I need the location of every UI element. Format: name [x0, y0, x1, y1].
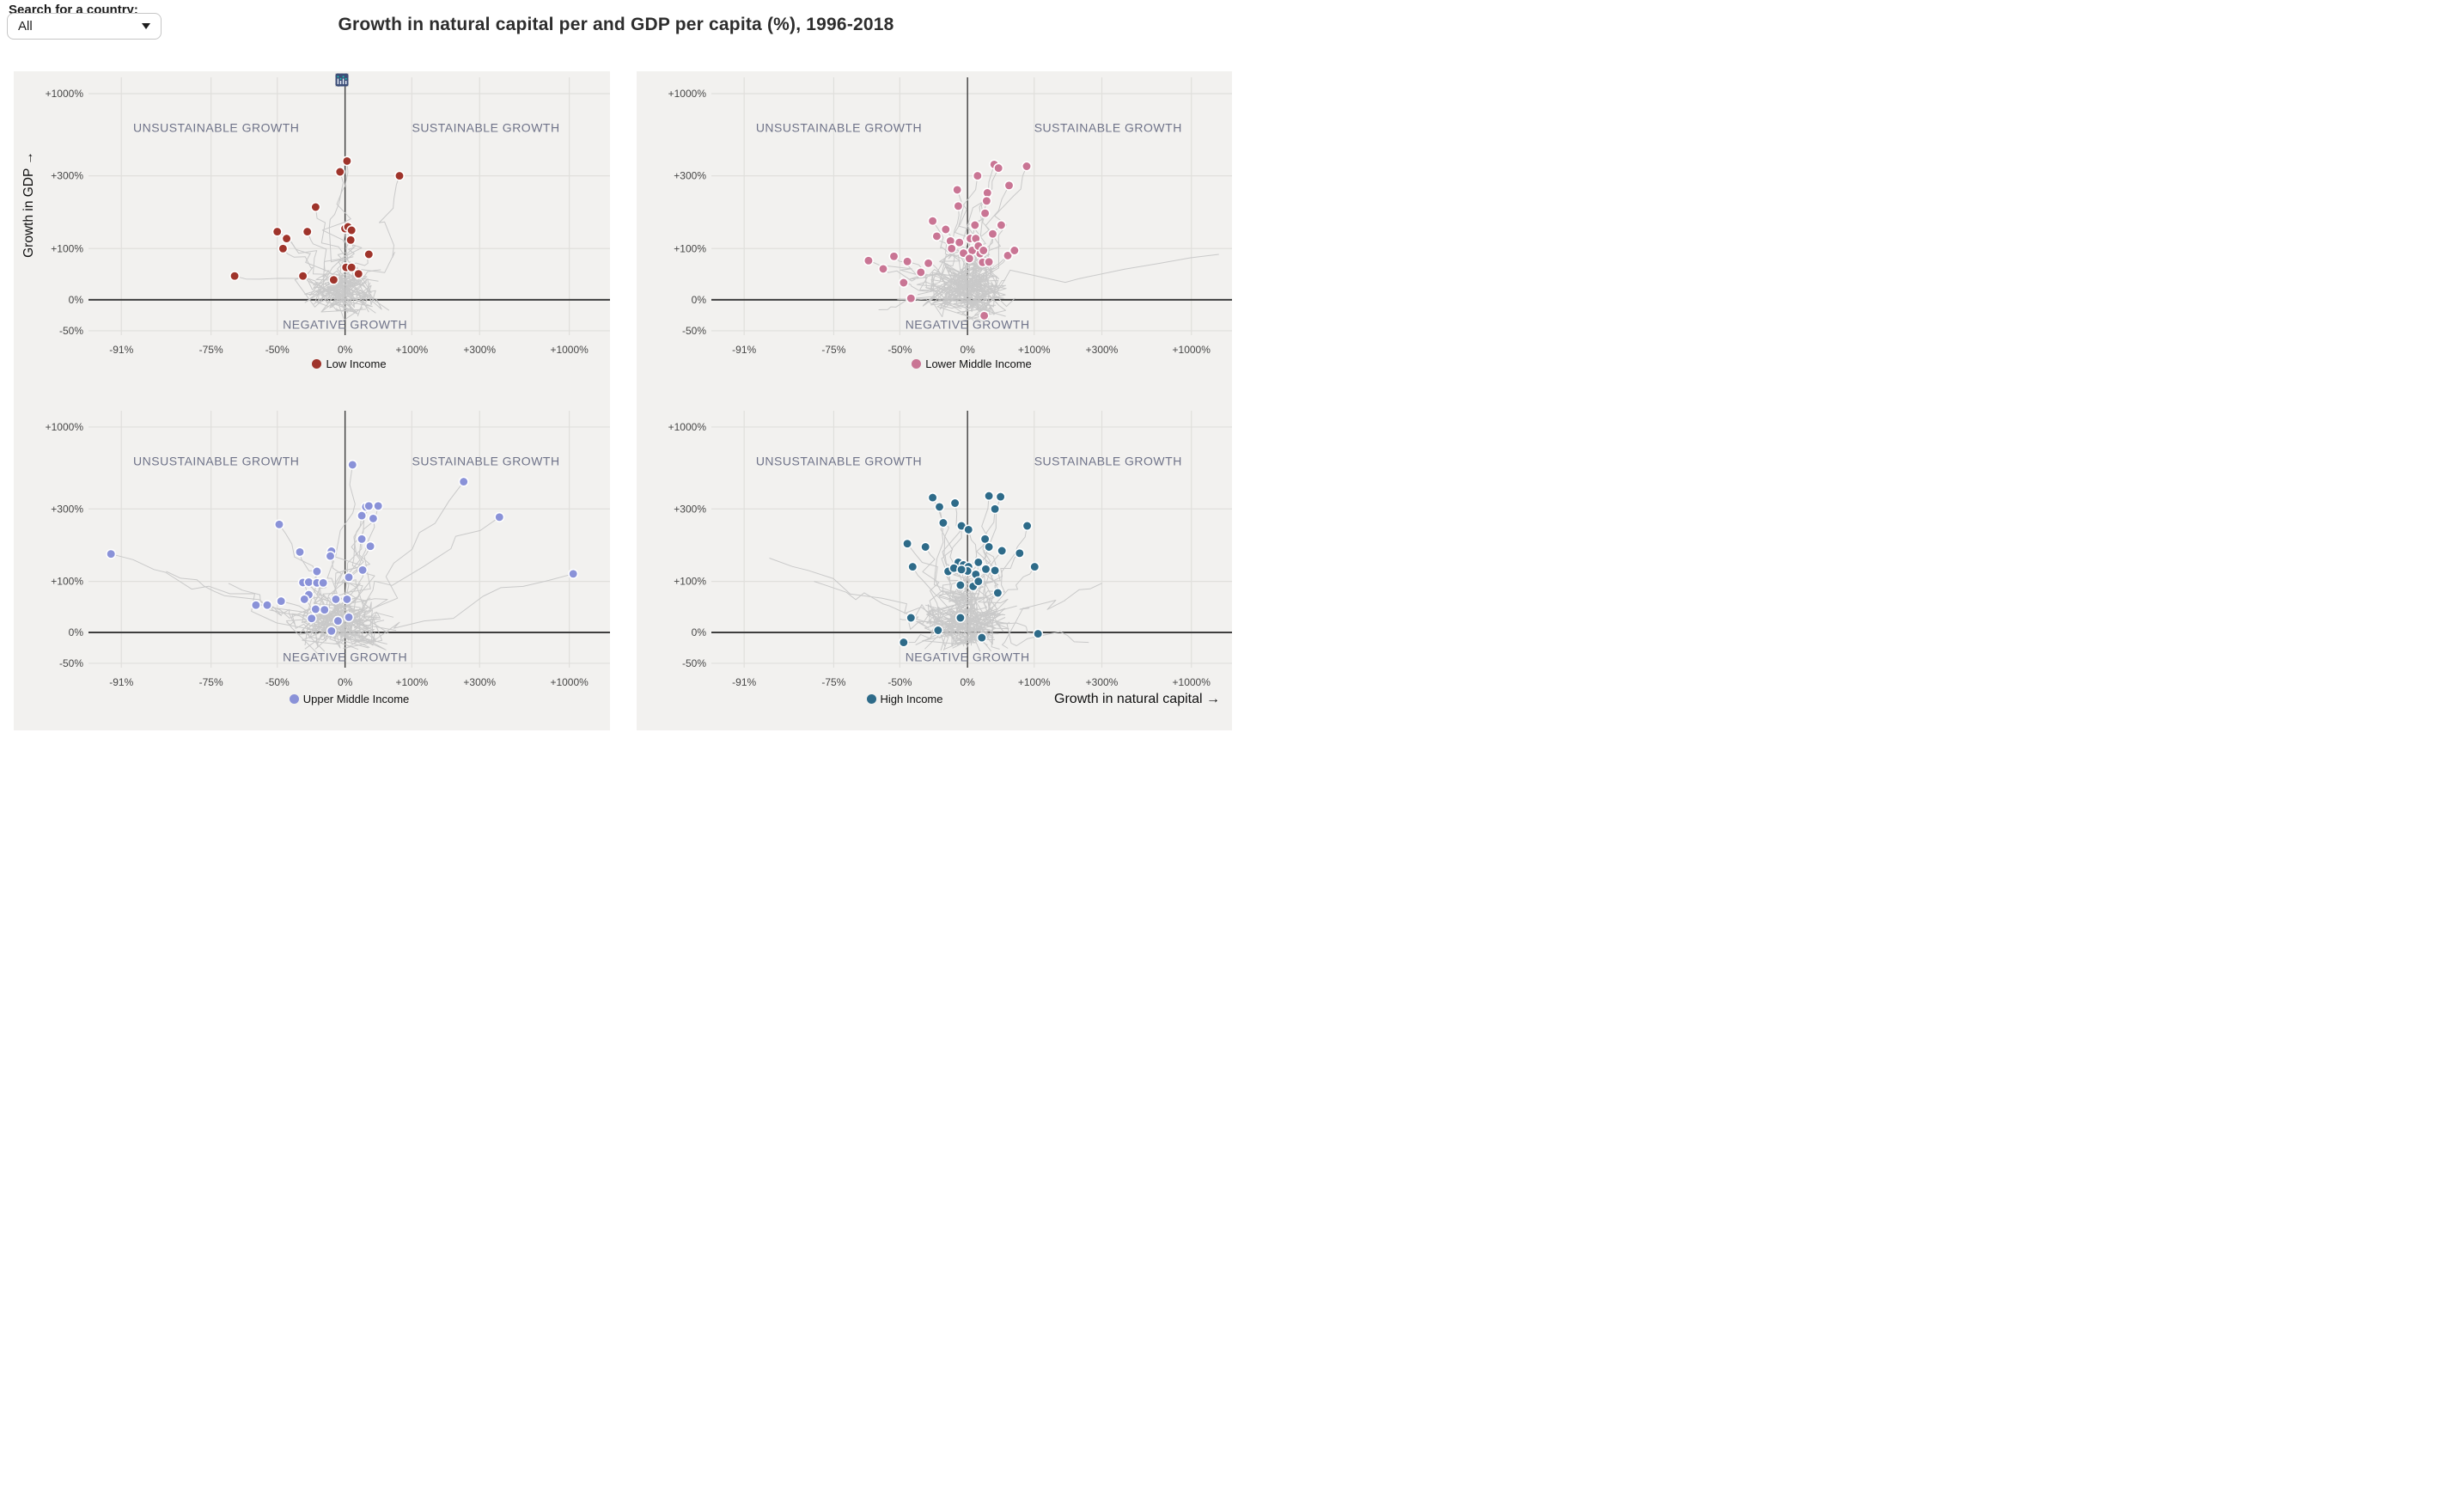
panel-right: UNSUSTAINABLE GROWTH SUSTAINABLE GROWTH NE…	[637, 71, 1232, 730]
svg-text:0%: 0%	[960, 344, 975, 356]
svg-text:+100%: +100%	[1018, 344, 1051, 356]
svg-text:+300%: +300%	[463, 676, 496, 688]
svg-text:-75%: -75%	[821, 344, 845, 356]
home-icon[interactable]	[336, 73, 526, 90]
svg-text:+300%: +300%	[674, 170, 706, 182]
quadrant-label-unsustainable: UNSUSTAINABLE GROWTH	[756, 121, 922, 135]
pan-icon[interactable]	[335, 73, 408, 90]
page-title: Growth in natural capital per and GDP pe…	[338, 15, 894, 34]
svg-text:-91%: -91%	[732, 344, 756, 356]
quadrant-label-unsustainable: UNSUSTAINABLE GROWTH	[133, 454, 299, 467]
chevron-down-icon	[142, 23, 150, 29]
zoom-in-icon[interactable]	[336, 73, 472, 90]
quadrant-label-negative: NEGATIVE GROWTH	[283, 318, 407, 332]
plotly-logo-icon[interactable]	[335, 73, 599, 90]
svg-text:0%: 0%	[692, 626, 707, 638]
country-dropdown[interactable]: All	[7, 13, 162, 40]
scatter-points	[863, 159, 1032, 321]
svg-text:-50%: -50%	[59, 325, 83, 337]
autoscale-icon[interactable]	[335, 73, 508, 90]
svg-text:-50%: -50%	[265, 676, 290, 688]
legend-low-income[interactable]: Low Income	[88, 357, 610, 370]
svg-text:+300%: +300%	[51, 170, 83, 182]
svg-text:0%: 0%	[338, 344, 353, 356]
svg-text:-91%: -91%	[109, 344, 133, 356]
modebar	[335, 73, 599, 90]
svg-text:+1000%: +1000%	[668, 88, 707, 100]
svg-text:-75%: -75%	[821, 676, 845, 688]
svg-text:0%: 0%	[692, 294, 707, 306]
lasso-icon[interactable]	[336, 73, 444, 90]
quadrant-label-negative: NEGATIVE GROWTH	[906, 318, 1030, 332]
page: Search for a country: All Growth in natu…	[0, 0, 1232, 745]
x-axis-title: Growth in natural capital →	[1054, 692, 1220, 706]
scatter-points	[229, 156, 405, 285]
svg-text:+100%: +100%	[395, 344, 428, 356]
toggle-hover-double-icon[interactable]	[337, 73, 571, 90]
legend-high-income[interactable]: High Income	[711, 693, 1098, 705]
svg-text:+1000%: +1000%	[550, 676, 589, 688]
legend-dot-icon	[289, 694, 299, 704]
legend-dot-icon	[312, 359, 322, 369]
svg-text:-50%: -50%	[682, 325, 706, 337]
quadrant-label-sustainable: SUSTAINABLE GROWTH	[412, 121, 559, 135]
svg-text:+1000%: +1000%	[1173, 676, 1211, 688]
svg-text:-91%: -91%	[732, 676, 756, 688]
svg-text:+100%: +100%	[674, 576, 706, 588]
svg-text:+100%: +100%	[395, 676, 428, 688]
svg-text:+100%: +100%	[51, 242, 83, 254]
quadrant-label-sustainable: SUSTAINABLE GROWTH	[1034, 121, 1182, 135]
svg-text:+300%: +300%	[463, 344, 496, 356]
svg-text:+300%: +300%	[674, 503, 706, 515]
panel-left: UNSUSTAINABLE GROWTH SUSTAINABLE GROWTH NE…	[14, 71, 610, 730]
svg-text:-75%: -75%	[199, 676, 223, 688]
svg-text:+1000%: +1000%	[46, 421, 84, 433]
svg-text:-50%: -50%	[887, 676, 912, 688]
quadrant-label-negative: NEGATIVE GROWTH	[283, 650, 407, 664]
svg-text:0%: 0%	[69, 626, 84, 638]
zoom-icon[interactable]	[336, 73, 390, 90]
plot-canvas-left[interactable]: UNSUSTAINABLE GROWTH SUSTAINABLE GROWTH NE…	[14, 71, 610, 730]
svg-text:+1000%: +1000%	[668, 421, 707, 433]
svg-text:+1000%: +1000%	[1173, 344, 1211, 356]
legend-dot-icon	[912, 359, 922, 369]
y-axis-title: Growth in GDP →	[21, 151, 36, 258]
quadrant-label-negative: NEGATIVE GROWTH	[906, 650, 1030, 664]
svg-text:0%: 0%	[960, 676, 975, 688]
country-dropdown-value: All	[18, 19, 33, 34]
scatter-points	[106, 459, 579, 637]
svg-text:+100%: +100%	[1018, 676, 1051, 688]
svg-text:+300%: +300%	[51, 503, 83, 515]
svg-text:0%: 0%	[338, 676, 353, 688]
quadrant-label-sustainable: SUSTAINABLE GROWTH	[1034, 454, 1182, 467]
svg-text:+1000%: +1000%	[46, 88, 84, 100]
svg-text:+1000%: +1000%	[550, 344, 589, 356]
legend-upper-middle-income[interactable]: Upper Middle Income	[88, 693, 610, 705]
quadrant-label-unsustainable: UNSUSTAINABLE GROWTH	[756, 454, 922, 467]
svg-text:-50%: -50%	[682, 657, 706, 669]
toggle-hover-single-icon[interactable]	[336, 73, 553, 90]
svg-text:+300%: +300%	[1086, 676, 1119, 688]
svg-text:-50%: -50%	[265, 344, 290, 356]
svg-text:0%: 0%	[69, 294, 84, 306]
svg-text:-50%: -50%	[887, 344, 912, 356]
svg-text:+100%: +100%	[51, 576, 83, 588]
plot-canvas-right[interactable]: UNSUSTAINABLE GROWTH SUSTAINABLE GROWTH NE…	[637, 71, 1232, 730]
legend-lower-middle-income[interactable]: Lower Middle Income	[711, 357, 1232, 370]
svg-text:-50%: -50%	[59, 657, 83, 669]
svg-text:-75%: -75%	[199, 344, 223, 356]
quadrant-label-unsustainable: UNSUSTAINABLE GROWTH	[133, 121, 299, 135]
svg-text:-91%: -91%	[109, 676, 133, 688]
legend-dot-icon	[866, 694, 876, 704]
svg-text:+300%: +300%	[1086, 344, 1119, 356]
box-select-icon[interactable]	[336, 73, 426, 90]
quadrant-label-sustainable: SUSTAINABLE GROWTH	[412, 454, 559, 467]
zoom-out-icon[interactable]	[336, 73, 490, 90]
svg-text:+100%: +100%	[674, 242, 706, 254]
scatter-points	[898, 491, 1044, 648]
